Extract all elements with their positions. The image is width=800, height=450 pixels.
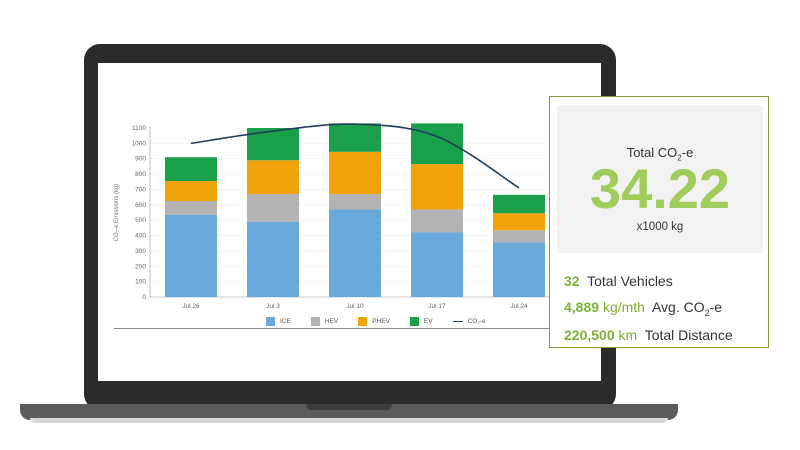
- bar-segment-ev: [493, 194, 545, 214]
- x-tick-label: Jul 3: [266, 303, 280, 310]
- bar-segment-ice: [411, 232, 463, 297]
- stat-distance-value: 220,500: [564, 327, 615, 343]
- laptop-base: [20, 404, 678, 420]
- legend-item-ice[interactable]: ICE: [266, 317, 291, 326]
- y-tick-label: 200: [135, 263, 146, 270]
- legend-swatch-ice: [266, 317, 275, 326]
- stat-avg-value: 4,889: [564, 299, 600, 315]
- kpi-hero: Total CO2-e 34.22 x1000 kg: [557, 105, 763, 253]
- laptop-screen: 0 100 200 300 400 500 600 700 800 900 1000 1100 CO₂-…: [98, 63, 601, 381]
- bar-segment-phev: [165, 181, 217, 201]
- stat-vehicles-value: 32: [564, 273, 580, 289]
- y-tick-label: 900: [135, 156, 146, 163]
- y-axis-label: CO₂-e Emissions (kg): [114, 184, 120, 242]
- kpi-title-prefix: Total CO: [626, 145, 678, 160]
- co2e-line: [190, 123, 520, 189]
- legend-swatch-phev: [358, 317, 368, 326]
- kpi-title-suffix: -e: [681, 145, 694, 160]
- chart-legend: ICE HEV PHEV EV CO₂-e: [266, 317, 486, 326]
- bar-segment-hev: [247, 194, 299, 222]
- kpi-unit: x1000 kg: [636, 221, 684, 233]
- stat-avg-label-subscript: 2: [704, 307, 710, 318]
- y-tick-label: 400: [135, 233, 146, 240]
- emissions-chart: 0 100 200 300 400 500 600 700 800 900 1000 1100 CO₂-…: [114, 123, 560, 310]
- stat-avg-label-suffix: -e: [709, 299, 723, 315]
- bar-segment-phev: [329, 151, 381, 195]
- stat-avg-co2e: 4,889 kg/mth Avg. CO2-e: [564, 299, 722, 318]
- y-tick-label: 1000: [132, 140, 147, 147]
- bar-segment-hev: [165, 200, 217, 215]
- stat-total-vehicles: 32 Total Vehicles: [564, 273, 673, 289]
- stat-distance-label: Total Distance: [644, 327, 733, 343]
- stat-vehicles-label: Total Vehicles: [587, 273, 673, 289]
- x-tick-label: Jul 17: [428, 303, 446, 310]
- laptop-shadow: [30, 418, 668, 423]
- legend-item-phev[interactable]: PHEV: [358, 317, 390, 326]
- bar-segment-phev: [493, 213, 545, 231]
- stat-avg-label: Avg. CO2-e: [651, 299, 723, 318]
- kpi-title-subscript: 2: [677, 153, 682, 163]
- legend-line-co2e: [452, 320, 463, 323]
- y-tick-label: 100: [135, 279, 146, 286]
- x-tick-label: Jul 24: [510, 303, 528, 310]
- legend-swatch-ev: [409, 317, 419, 326]
- stat-avg-label-prefix: Avg. CO: [651, 299, 705, 315]
- bar-segment-ev: [165, 157, 217, 182]
- chart-divider: [114, 328, 584, 329]
- laptop-notch: [306, 404, 392, 410]
- legend-item-hev[interactable]: HEV: [310, 317, 339, 326]
- bar-segment-ice: [493, 242, 545, 297]
- bar-segment-ev: [329, 123, 381, 152]
- x-tick-label: Jul 26: [182, 303, 200, 310]
- bar-segment-ice: [165, 214, 217, 297]
- y-tick-label: 300: [135, 248, 146, 255]
- legend-label-hev: HEV: [324, 318, 339, 325]
- kpi-title: Total CO2-e: [557, 145, 763, 163]
- legend-item-ev[interactable]: EV: [409, 317, 433, 326]
- legend-swatch-hev: [310, 317, 320, 326]
- co2-summary-card: Total CO2-e 34.22 x1000 kg 32 Total Vehi…: [549, 96, 769, 348]
- y-tick-label: 600: [135, 202, 146, 209]
- legend-item-co2e[interactable]: CO₂-e: [452, 318, 486, 325]
- kpi-value: 34.22: [589, 157, 731, 220]
- bar-segment-hev: [411, 209, 463, 233]
- bar-segment-hev: [493, 230, 545, 243]
- bar-segment-ice: [247, 221, 299, 297]
- bar-segment-hev: [329, 194, 381, 210]
- stat-distance-unit: km: [618, 327, 638, 343]
- legend-label-ev: EV: [423, 318, 433, 325]
- stat-avg-unit: kg/mth: [602, 299, 645, 315]
- x-tick-label: Jul 10: [346, 303, 364, 310]
- stat-total-distance: 220,500 km Total Distance: [564, 327, 733, 343]
- bar-segment-ice: [329, 209, 381, 297]
- y-tick-label: 500: [135, 217, 146, 224]
- legend-label-ice: ICE: [280, 318, 291, 325]
- bar-segment-phev: [247, 160, 299, 195]
- y-tick-label: 0: [142, 294, 146, 301]
- legend-label-co2e: CO₂-e: [467, 318, 486, 325]
- y-tick-label: 800: [135, 171, 146, 178]
- bar-segment-phev: [411, 164, 463, 210]
- y-tick-label: 700: [135, 186, 146, 193]
- bar-segment-ev: [411, 123, 463, 165]
- legend-label-phev: PHEV: [372, 318, 390, 325]
- y-tick-label: 1100: [132, 125, 146, 132]
